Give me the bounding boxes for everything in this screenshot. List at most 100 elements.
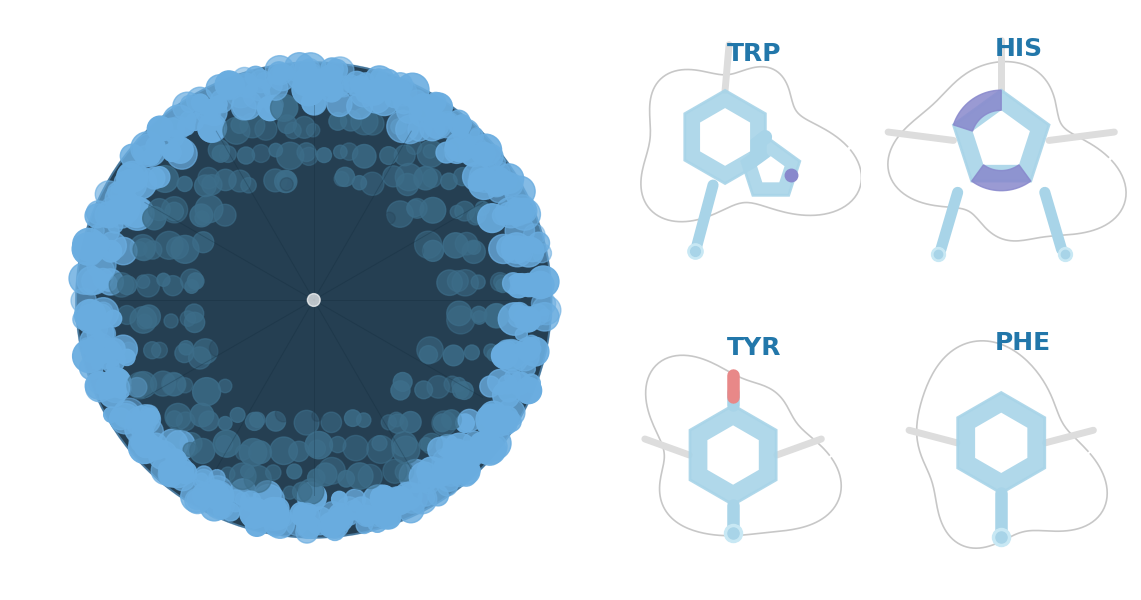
Circle shape bbox=[450, 117, 468, 136]
Circle shape bbox=[208, 503, 220, 517]
Circle shape bbox=[516, 328, 527, 340]
Circle shape bbox=[443, 433, 476, 466]
Circle shape bbox=[488, 409, 499, 419]
Circle shape bbox=[375, 69, 399, 94]
Circle shape bbox=[496, 235, 521, 260]
Circle shape bbox=[233, 67, 257, 91]
Circle shape bbox=[345, 513, 357, 525]
Circle shape bbox=[402, 238, 414, 251]
Circle shape bbox=[326, 57, 354, 85]
Circle shape bbox=[478, 427, 511, 460]
Circle shape bbox=[380, 146, 397, 164]
Circle shape bbox=[443, 449, 472, 479]
Circle shape bbox=[502, 236, 533, 267]
Circle shape bbox=[84, 334, 115, 364]
Circle shape bbox=[87, 320, 114, 347]
Circle shape bbox=[241, 491, 261, 511]
Circle shape bbox=[283, 486, 297, 499]
Circle shape bbox=[301, 203, 317, 220]
Circle shape bbox=[373, 377, 386, 389]
Circle shape bbox=[397, 346, 415, 364]
Circle shape bbox=[381, 490, 398, 506]
Circle shape bbox=[268, 64, 296, 91]
Circle shape bbox=[195, 211, 209, 225]
Circle shape bbox=[187, 87, 213, 113]
Circle shape bbox=[151, 139, 164, 154]
Circle shape bbox=[484, 344, 499, 358]
Circle shape bbox=[533, 244, 551, 263]
Circle shape bbox=[241, 178, 257, 193]
Circle shape bbox=[180, 269, 203, 291]
Circle shape bbox=[180, 112, 196, 127]
Circle shape bbox=[146, 137, 164, 155]
Circle shape bbox=[327, 91, 351, 116]
Circle shape bbox=[88, 298, 119, 328]
Circle shape bbox=[95, 202, 121, 227]
Circle shape bbox=[432, 448, 461, 477]
Circle shape bbox=[470, 207, 486, 223]
Circle shape bbox=[395, 163, 422, 191]
Circle shape bbox=[121, 342, 137, 359]
Circle shape bbox=[499, 381, 519, 402]
Circle shape bbox=[443, 345, 464, 366]
Circle shape bbox=[215, 169, 236, 191]
Circle shape bbox=[363, 91, 374, 102]
Circle shape bbox=[157, 273, 170, 286]
Circle shape bbox=[112, 379, 131, 398]
Circle shape bbox=[167, 450, 186, 470]
Circle shape bbox=[428, 94, 443, 110]
Circle shape bbox=[192, 94, 209, 112]
Circle shape bbox=[406, 139, 422, 154]
Circle shape bbox=[94, 302, 113, 322]
Circle shape bbox=[525, 341, 541, 357]
Circle shape bbox=[424, 113, 448, 138]
Circle shape bbox=[170, 466, 195, 491]
Circle shape bbox=[238, 279, 251, 292]
Circle shape bbox=[406, 90, 427, 110]
Circle shape bbox=[453, 382, 469, 398]
Circle shape bbox=[332, 491, 347, 507]
Circle shape bbox=[504, 370, 520, 385]
Polygon shape bbox=[685, 91, 766, 184]
Circle shape bbox=[353, 176, 366, 190]
Circle shape bbox=[159, 462, 184, 487]
Circle shape bbox=[275, 97, 298, 119]
Circle shape bbox=[130, 371, 156, 398]
Circle shape bbox=[366, 506, 387, 526]
Circle shape bbox=[421, 433, 443, 454]
Circle shape bbox=[391, 119, 406, 134]
Circle shape bbox=[383, 459, 407, 484]
Circle shape bbox=[468, 172, 487, 191]
Circle shape bbox=[532, 296, 561, 325]
Circle shape bbox=[180, 95, 197, 112]
Circle shape bbox=[209, 139, 229, 161]
Circle shape bbox=[438, 460, 464, 486]
Circle shape bbox=[517, 274, 541, 296]
Circle shape bbox=[217, 72, 244, 99]
Circle shape bbox=[164, 314, 178, 328]
Circle shape bbox=[236, 74, 254, 94]
Circle shape bbox=[470, 134, 502, 166]
Circle shape bbox=[402, 273, 419, 289]
Circle shape bbox=[420, 116, 445, 141]
Circle shape bbox=[86, 233, 106, 254]
Circle shape bbox=[444, 376, 460, 392]
Circle shape bbox=[408, 243, 423, 259]
Circle shape bbox=[311, 410, 323, 421]
Circle shape bbox=[517, 338, 540, 361]
Circle shape bbox=[151, 371, 176, 396]
Polygon shape bbox=[690, 405, 776, 505]
Circle shape bbox=[165, 403, 192, 430]
Circle shape bbox=[497, 407, 512, 422]
Circle shape bbox=[199, 167, 219, 189]
Circle shape bbox=[270, 437, 298, 464]
Circle shape bbox=[496, 406, 518, 429]
Circle shape bbox=[308, 469, 325, 487]
Circle shape bbox=[434, 414, 451, 431]
Circle shape bbox=[394, 94, 413, 114]
Circle shape bbox=[436, 434, 459, 458]
Circle shape bbox=[240, 113, 265, 138]
Circle shape bbox=[240, 497, 264, 521]
Circle shape bbox=[148, 441, 177, 470]
Circle shape bbox=[366, 238, 385, 256]
